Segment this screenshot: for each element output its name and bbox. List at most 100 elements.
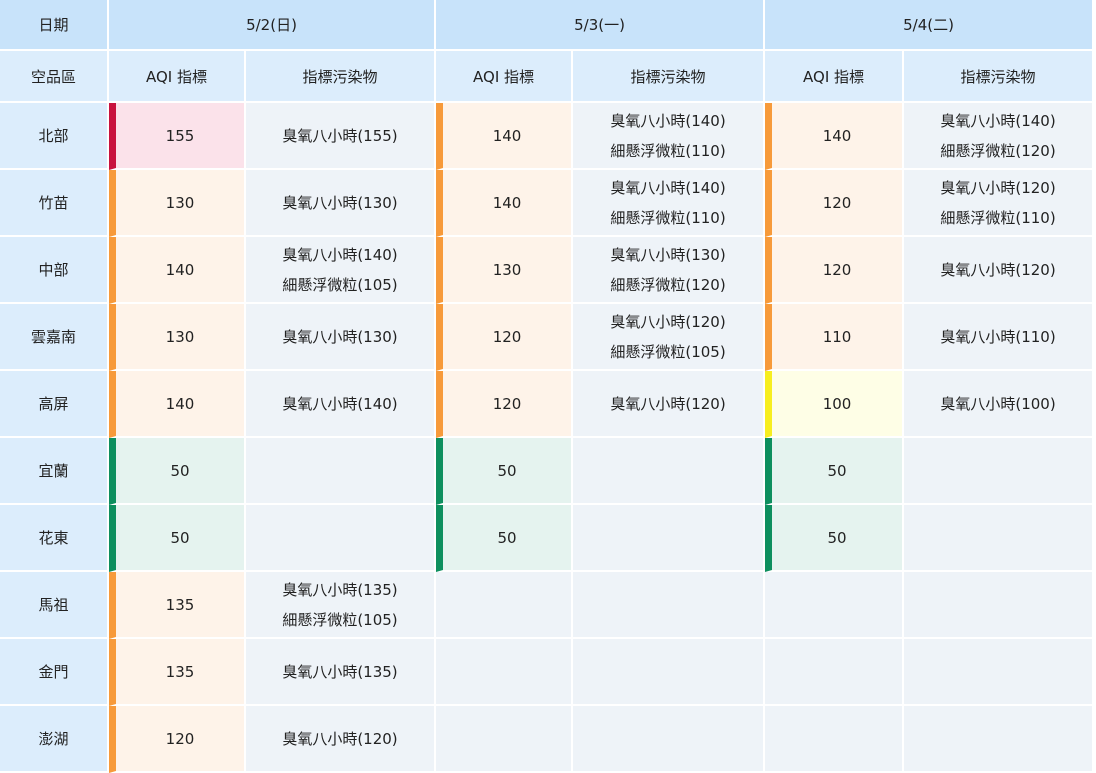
aqi-value: 120 — [765, 237, 905, 304]
aqi-value: 50 — [436, 438, 574, 505]
pollutant-cell: 臭氧八小時(120) — [904, 237, 1095, 304]
aqi-value: 140 — [765, 103, 905, 170]
table-row: 澎湖 120 臭氧八小時(120) — [0, 706, 1095, 773]
pollutant-cell — [573, 505, 766, 572]
aqi-value: 50 — [436, 505, 574, 572]
pollutant-cell: 臭氧八小時(140) 細懸浮微粒(105) — [246, 237, 437, 304]
pollutant-text: 臭氧八小時(130) — [610, 245, 726, 264]
pollutant-text: 細懸浮微粒(105) — [610, 342, 726, 361]
pollutant-cell — [246, 505, 437, 572]
aqi-value: 140 — [436, 103, 574, 170]
pollutant-text: 臭氧八小時(155) — [282, 126, 398, 145]
date-label: 日期 — [0, 0, 109, 51]
empty-cell — [765, 639, 905, 706]
empty-cell — [573, 639, 766, 706]
region-label: 空品區 — [0, 51, 109, 103]
aqi-value: 135 — [109, 639, 246, 706]
aqi-value: 130 — [109, 170, 246, 237]
column-header-row: 空品區 AQI 指標 指標污染物 AQI 指標 指標污染物 AQI 指標 指標污… — [0, 51, 1095, 103]
pollutant-text: 臭氧八小時(120) — [940, 178, 1056, 197]
empty-cell — [573, 572, 766, 639]
aqi-value: 130 — [436, 237, 574, 304]
region-name: 宜蘭 — [0, 438, 109, 505]
region-name: 北部 — [0, 103, 109, 170]
pollutant-text: 臭氧八小時(140) — [282, 245, 398, 264]
date-header-row: 日期 5/2(日) 5/3(一) 5/4(二) — [0, 0, 1095, 51]
pollutant-header: 指標污染物 — [573, 51, 766, 103]
pollutant-text: 臭氧八小時(140) — [282, 394, 398, 413]
pollutant-text: 細懸浮微粒(110) — [610, 141, 726, 160]
empty-cell — [765, 706, 905, 773]
pollutant-text: 臭氧八小時(140) — [940, 111, 1056, 130]
empty-cell — [765, 572, 905, 639]
pollutant-cell — [246, 438, 437, 505]
region-name: 雲嘉南 — [0, 304, 109, 371]
aqi-value: 50 — [765, 505, 905, 572]
region-name: 馬祖 — [0, 572, 109, 639]
pollutant-cell: 臭氧八小時(110) — [904, 304, 1095, 371]
date-1: 5/2(日) — [109, 0, 437, 51]
empty-cell — [904, 706, 1095, 773]
pollutant-text: 臭氧八小時(120) — [940, 260, 1056, 279]
aqi-value: 50 — [109, 505, 246, 572]
empty-cell — [436, 639, 574, 706]
aqi-value: 140 — [109, 371, 246, 438]
table-row: 竹苗 130 臭氧八小時(130) 140 臭氧八小時(140) 細懸浮微粒(110) 12… — [0, 170, 1095, 237]
aqi-value: 120 — [765, 170, 905, 237]
pollutant-cell: 臭氧八小時(135) — [246, 639, 437, 706]
pollutant-cell — [573, 438, 766, 505]
region-name: 花東 — [0, 505, 109, 572]
pollutant-header: 指標污染物 — [904, 51, 1095, 103]
date-3: 5/4(二) — [765, 0, 1095, 51]
aqi-value: 100 — [765, 371, 905, 438]
aqi-value: 50 — [109, 438, 246, 505]
pollutant-cell: 臭氧八小時(130) — [246, 170, 437, 237]
pollutant-cell: 臭氧八小時(120) — [246, 706, 437, 773]
table-body: 北部 155 臭氧八小時(155) 140 臭氧八小時(140) 細懸浮微粒(110) 14… — [0, 103, 1095, 773]
pollutant-text: 臭氧八小時(130) — [282, 193, 398, 212]
pollutant-cell: 臭氧八小時(140) 細懸浮微粒(120) — [904, 103, 1095, 170]
pollutant-text: 細懸浮微粒(105) — [282, 275, 398, 294]
empty-cell — [904, 639, 1095, 706]
region-name: 竹苗 — [0, 170, 109, 237]
pollutant-cell: 臭氧八小時(120) 細懸浮微粒(110) — [904, 170, 1095, 237]
empty-cell — [904, 572, 1095, 639]
pollutant-text: 臭氧八小時(120) — [282, 729, 398, 748]
pollutant-text: 細懸浮微粒(110) — [610, 208, 726, 227]
aqi-value: 135 — [109, 572, 246, 639]
pollutant-text: 臭氧八小時(140) — [610, 178, 726, 197]
pollutant-cell: 臭氧八小時(135) 細懸浮微粒(105) — [246, 572, 437, 639]
table-row: 金門 135 臭氧八小時(135) — [0, 639, 1095, 706]
table-row: 高屏 140 臭氧八小時(140) 120 臭氧八小時(120) 100 臭氧八小時(100… — [0, 371, 1095, 438]
pollutant-text: 臭氧八小時(135) — [282, 580, 398, 599]
aqi-value: 50 — [765, 438, 905, 505]
pollutant-cell — [904, 438, 1095, 505]
aqi-value: 120 — [436, 304, 574, 371]
pollutant-header: 指標污染物 — [246, 51, 437, 103]
pollutant-cell: 臭氧八小時(155) — [246, 103, 437, 170]
table-row: 宜蘭 50 50 50 — [0, 438, 1095, 505]
pollutant-text: 臭氧八小時(100) — [940, 394, 1056, 413]
aqi-header: AQI 指標 — [765, 51, 905, 103]
pollutant-text: 臭氧八小時(120) — [610, 312, 726, 331]
pollutant-cell: 臭氧八小時(130) 細懸浮微粒(120) — [573, 237, 766, 304]
pollutant-cell: 臭氧八小時(120) 細懸浮微粒(105) — [573, 304, 766, 371]
aqi-header: AQI 指標 — [436, 51, 574, 103]
aqi-value: 120 — [436, 371, 574, 438]
region-name: 中部 — [0, 237, 109, 304]
aqi-value: 120 — [109, 706, 246, 773]
region-name: 金門 — [0, 639, 109, 706]
pollutant-cell: 臭氧八小時(140) 細懸浮微粒(110) — [573, 103, 766, 170]
pollutant-cell: 臭氧八小時(140) 細懸浮微粒(110) — [573, 170, 766, 237]
empty-cell — [573, 706, 766, 773]
table-row: 花東 50 50 50 — [0, 505, 1095, 572]
pollutant-text: 細懸浮微粒(105) — [282, 610, 398, 629]
empty-cell — [436, 572, 574, 639]
aqi-value: 140 — [436, 170, 574, 237]
empty-cell — [436, 706, 574, 773]
table-row: 北部 155 臭氧八小時(155) 140 臭氧八小時(140) 細懸浮微粒(110) 14… — [0, 103, 1095, 170]
aqi-header: AQI 指標 — [109, 51, 246, 103]
pollutant-cell — [904, 505, 1095, 572]
pollutant-text: 細懸浮微粒(120) — [940, 141, 1056, 160]
